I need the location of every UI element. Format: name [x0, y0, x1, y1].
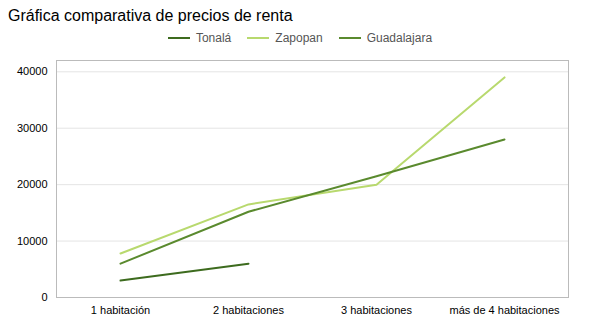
svg-text:10000: 10000	[17, 235, 48, 247]
svg-text:40000: 40000	[17, 65, 48, 77]
svg-text:3 habitaciones: 3 habitaciones	[341, 304, 412, 316]
svg-text:2 habitaciones: 2 habitaciones	[213, 304, 284, 316]
svg-text:0: 0	[41, 291, 47, 303]
html-text:Guadalajara: Guadalajara	[366, 31, 433, 45]
svg-text:20000: 20000	[17, 178, 48, 190]
html-text:Zapopan: Zapopan	[275, 31, 323, 45]
html-text:Gráfica comparativa de precios: Gráfica comparativa de precios de renta	[8, 7, 293, 24]
svg-text:1 habitación: 1 habitación	[91, 304, 150, 316]
html-text:Tonalá: Tonalá	[195, 31, 232, 45]
svg-text:más de 4 habitaciones: más de 4 habitaciones	[449, 304, 560, 316]
svg-text:30000: 30000	[17, 122, 48, 134]
